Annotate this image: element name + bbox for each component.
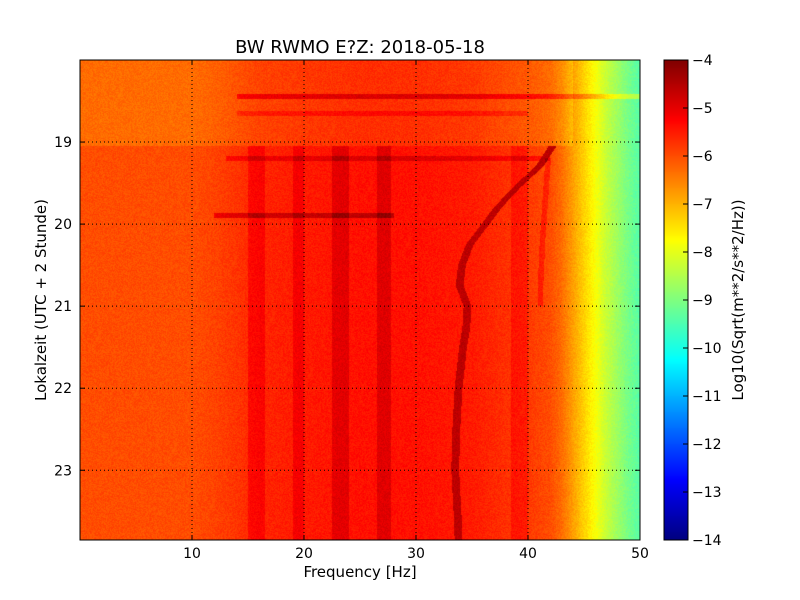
x-axis-ticks: 10 20 30 40 50 <box>183 60 649 562</box>
y-tick-label: 21 <box>54 299 72 315</box>
spectrogram-heatmap <box>80 60 640 540</box>
colorbar-tick-label: −8 <box>692 245 713 261</box>
colorbar-ticks: −4 −5 −6 −7 −8 −9 −10 −11 −12 −13 −14 <box>683 53 722 549</box>
colorbar-tick-label: −6 <box>692 149 713 165</box>
x-tick-label: 20 <box>295 546 313 562</box>
colorbar-label: Log10(Sqrt(m**2/s**2/Hz)) <box>729 199 747 400</box>
plot-frame <box>79 59 641 541</box>
colorbar-tick-label: −7 <box>692 197 713 213</box>
y-tick-label: 22 <box>54 381 72 397</box>
y-axis-label: Lokalzeit (UTC + 2 Stunde) <box>32 199 50 401</box>
colorbar-tick-label: −13 <box>692 485 722 501</box>
x-tick-label: 30 <box>407 546 425 562</box>
y-axis-ticks: 19 20 21 22 23 <box>54 135 640 479</box>
colorbar: −4 −5 −6 −7 −8 −9 −10 −11 −12 −13 −14 Log10(Sqrt(m… <box>663 53 747 549</box>
x-tick-label: 40 <box>519 546 537 562</box>
x-axis-label: Frequency [Hz] <box>303 563 416 581</box>
colorbar-tick-label: −14 <box>692 533 722 549</box>
y-tick-label: 20 <box>54 217 72 233</box>
y-tick-label: 23 <box>54 463 72 479</box>
colorbar-tick-label: −12 <box>692 437 722 453</box>
x-tick-label: 10 <box>183 546 201 562</box>
colorbar-tick-label: −4 <box>692 53 713 69</box>
y-tick-label: 19 <box>54 135 72 151</box>
chart-title: BW RWMO E?Z: 2018-05-18 <box>235 37 485 58</box>
colorbar-tick-label: −5 <box>692 101 713 117</box>
grid-lines <box>80 60 640 540</box>
x-tick-label: 50 <box>631 546 649 562</box>
colorbar-tick-label: −11 <box>692 389 722 405</box>
colorbar-tick-label: −9 <box>692 293 713 309</box>
colorbar-tick-label: −10 <box>692 341 722 357</box>
plot-area: 10 20 30 40 50 19 20 21 22 23 <box>54 59 649 562</box>
